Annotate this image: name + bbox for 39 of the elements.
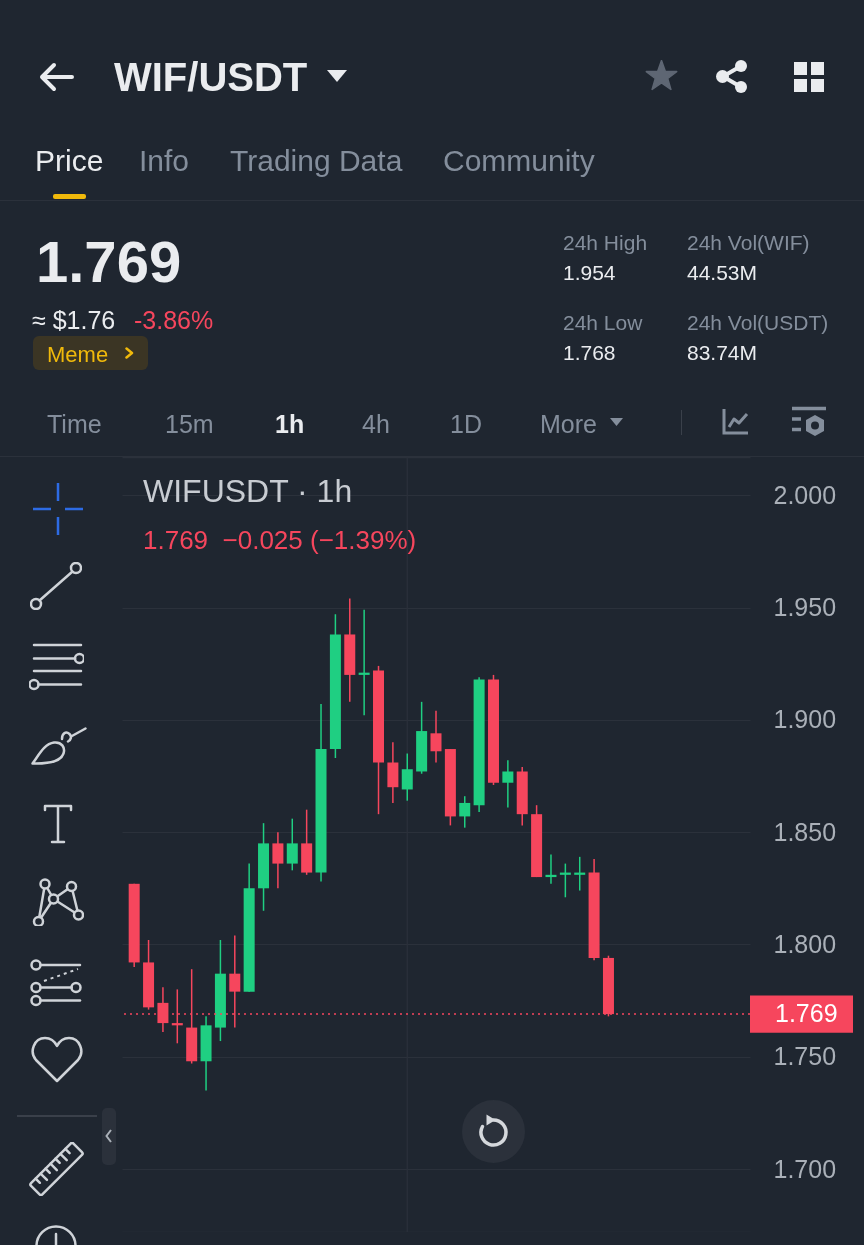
candlestick (401, 752, 413, 802)
text: 24h Vol(WIF) (687, 230, 810, 254)
y-tick-label: 2.000 (773, 480, 837, 509)
y-tick-label: 1.850 (773, 817, 837, 846)
text: 24h Low (563, 310, 643, 334)
text: 1h (275, 409, 305, 438)
y-tick-label: 1.950 (773, 593, 837, 622)
text: Price (35, 144, 104, 178)
text: Info (139, 144, 190, 178)
candlestick (502, 759, 514, 809)
text: 4h (362, 409, 390, 438)
text: 24h Vol(USDT) (687, 310, 829, 334)
y-tick-label: 1.750 (773, 1042, 837, 1071)
y-tick-label: 1.700 (773, 1154, 837, 1183)
text: Meme (47, 342, 109, 368)
text: ≈ $1.76 (32, 305, 116, 334)
text: WIF/USDT (114, 54, 308, 99)
ref-line-label: 1.769 (775, 999, 838, 1028)
y-tick-label: 1.800 (773, 929, 837, 958)
y-tick-label: 1.900 (773, 705, 837, 734)
text: -3.86% (134, 305, 214, 334)
text: Time (47, 409, 102, 438)
text: 44.53M (687, 260, 758, 284)
text: 1.954 (563, 260, 616, 284)
text: Community (443, 144, 595, 178)
candlestick (430, 710, 442, 764)
text: 1.769 (36, 229, 182, 295)
text: 15m (165, 409, 214, 438)
text: 1.768 (563, 340, 616, 364)
text: 1D (450, 409, 482, 438)
candlestick (272, 831, 284, 890)
text: 24h High (563, 230, 648, 254)
text: WIFUSDT · 1h (143, 473, 353, 510)
text: 1.769 −0.025 (−1.39%) (143, 524, 417, 555)
text: More (540, 409, 597, 438)
candlestick (459, 795, 471, 829)
text: 83.74M (687, 340, 758, 364)
text: Trading Data (230, 144, 403, 178)
candlestick (286, 817, 298, 872)
